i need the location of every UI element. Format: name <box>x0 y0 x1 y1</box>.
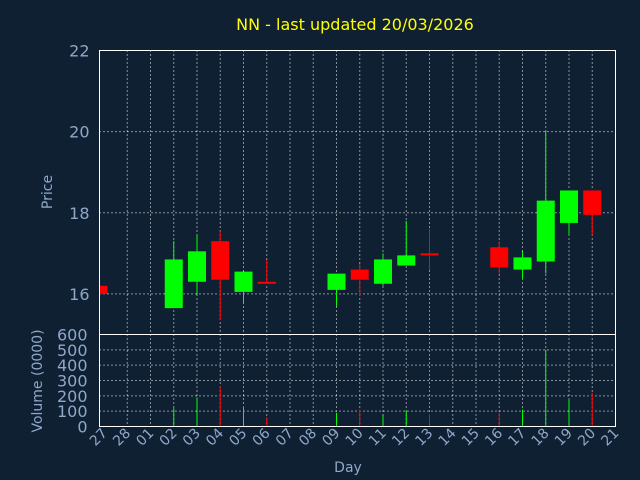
volume-bars <box>173 349 593 427</box>
candle-body <box>327 273 346 290</box>
x-tick-label: 11 <box>366 426 390 450</box>
candle-12 <box>397 220 416 266</box>
candle-body <box>560 190 578 223</box>
x-tick-label: 08 <box>296 426 320 450</box>
candle-10 <box>350 263 369 296</box>
x-tick-label: 03 <box>180 426 204 450</box>
x-tick-label: 01 <box>133 426 157 450</box>
candle-body <box>350 269 369 280</box>
x-tick-label: 12 <box>389 426 413 450</box>
price-y-ticks: 16 18 20 22 <box>69 42 89 304</box>
volume-tick-label: 100 <box>57 402 88 421</box>
volume-tick-label: 200 <box>57 387 88 406</box>
x-tick-label: 20 <box>575 426 599 450</box>
volume-tick-label: 500 <box>57 341 88 360</box>
price-tick-label: 22 <box>69 42 89 61</box>
x-tick-label: 19 <box>552 426 576 450</box>
candle-body <box>513 257 532 270</box>
candle-body <box>234 271 253 292</box>
candle-06 <box>257 259 276 284</box>
x-tick-label: 05 <box>226 426 250 450</box>
candle-body <box>490 247 509 268</box>
candle-body <box>164 259 183 309</box>
x-tick-label: 02 <box>157 426 181 450</box>
x-ticks: 27 28 01 02 03 04 05 06 07 08 09 10 11 12 13 14 15 16 17 18… <box>87 425 622 449</box>
candle-body <box>420 253 439 256</box>
x-tick-label: 04 <box>203 425 227 449</box>
candle-body <box>374 259 392 284</box>
x-tick-label: 17 <box>505 426 529 450</box>
candle-body <box>536 200 555 262</box>
candle-body <box>257 281 276 284</box>
x-tick-label: 14 <box>436 425 460 449</box>
candle-19 <box>560 190 578 236</box>
candle-09 <box>327 273 346 307</box>
x-tick-label: 10 <box>343 426 367 450</box>
volume-tick-label: 0 <box>77 418 87 437</box>
x-tick-label: 07 <box>273 426 297 450</box>
candle-body <box>211 241 230 280</box>
price-tick-label: 18 <box>69 204 89 223</box>
candle-13 <box>420 229 439 270</box>
x-tick-label: 18 <box>529 426 553 450</box>
candle-16 <box>490 241 509 274</box>
candle-body <box>583 190 602 215</box>
x-axis-label: Day <box>334 460 362 476</box>
candle-20 <box>583 190 602 236</box>
volume-grid <box>99 334 616 427</box>
volume-tick-label: 300 <box>57 372 88 391</box>
candle-body <box>188 251 206 282</box>
volume-axis-label: Volume (0000) <box>30 329 46 432</box>
x-tick-label: 16 <box>482 425 506 449</box>
price-axis-label: Price <box>40 175 56 209</box>
candle-27 <box>99 285 108 294</box>
chart-title: NN - last updated 20/03/2026 <box>236 15 474 34</box>
candle-18 <box>536 131 555 274</box>
x-tick-label: 28 <box>110 426 134 450</box>
volume-tick-label: 600 <box>57 326 88 345</box>
price-tick-label: 20 <box>69 123 89 142</box>
candle-02 <box>164 241 183 309</box>
candle-body <box>397 255 416 266</box>
volume-panel-frame <box>99 334 616 427</box>
x-tick-label: 21 <box>598 426 622 450</box>
x-tick-label: 15 <box>459 426 483 450</box>
candle-17 <box>513 251 532 280</box>
candle-03 <box>188 235 206 296</box>
x-tick-label: 06 <box>250 425 274 449</box>
volume-tick-label: 400 <box>57 356 88 375</box>
x-tick-label: 27 <box>87 426 111 450</box>
x-tick-label: 09 <box>319 426 343 450</box>
x-tick-label: 13 <box>412 426 436 450</box>
price-tick-label: 16 <box>69 285 89 304</box>
candle-11 <box>374 253 392 286</box>
candle-05 <box>234 271 253 305</box>
candle-04 <box>211 231 230 321</box>
candles <box>99 131 602 321</box>
candle-body <box>99 285 108 294</box>
